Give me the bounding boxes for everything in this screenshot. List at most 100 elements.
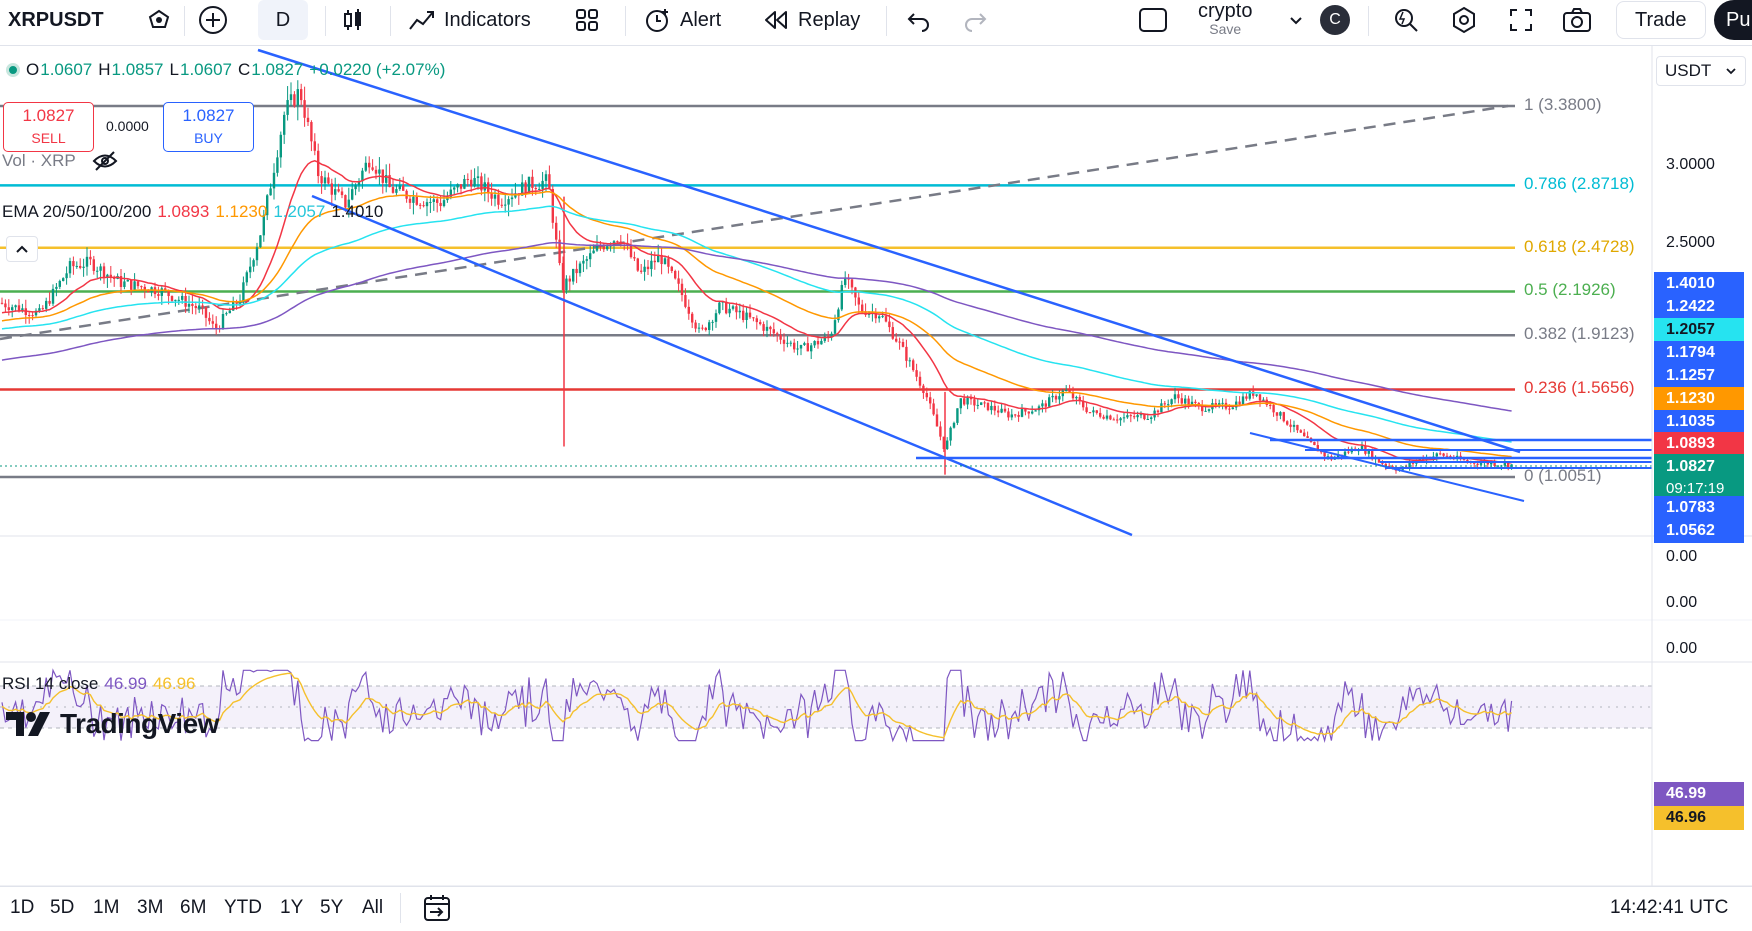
candle xyxy=(41,305,44,311)
trade-button[interactable]: Trade xyxy=(1616,1,1706,39)
rsi-ma-line xyxy=(1,672,1512,739)
candle xyxy=(905,339,908,368)
range-button-6m[interactable]: 6M xyxy=(180,897,207,918)
candle xyxy=(215,316,218,335)
sell-button[interactable]: 1.0827 SELL xyxy=(3,102,94,152)
go-to-date-icon[interactable] xyxy=(422,893,452,928)
tradingview-watermark[interactable]: TradingView xyxy=(6,708,219,740)
collapse-legend-button[interactable] xyxy=(6,236,38,262)
volume-legend[interactable]: Vol · XRP xyxy=(2,150,118,172)
layout-name-button[interactable]: crypto Save xyxy=(1198,0,1252,40)
candle xyxy=(225,311,228,316)
chevron-down-icon[interactable] xyxy=(1288,0,1304,40)
templates-icon[interactable] xyxy=(574,0,600,40)
camera-icon[interactable] xyxy=(1562,0,1592,40)
ema200-value: 1.4010 xyxy=(331,202,384,221)
candle xyxy=(891,321,894,340)
candle xyxy=(789,340,792,347)
settings-icon[interactable] xyxy=(1450,0,1478,40)
publish-button[interactable]: Pu xyxy=(1714,0,1752,40)
ema20-line xyxy=(1,160,1512,464)
volume-axis-label: 0.00 xyxy=(1666,594,1698,611)
rsi-price-tag: 46.99 xyxy=(1654,782,1744,806)
eye-hidden-icon[interactable] xyxy=(92,150,118,172)
candle xyxy=(810,342,813,360)
redo-icon[interactable] xyxy=(962,0,988,40)
range-button-1d[interactable]: 1D xyxy=(10,897,35,918)
candle xyxy=(1000,402,1003,414)
candle xyxy=(956,408,959,426)
range-button-5d[interactable]: 5D xyxy=(50,897,75,918)
candle xyxy=(901,338,905,348)
replay-button[interactable]: Replay xyxy=(762,0,860,40)
favorite-icon[interactable] xyxy=(146,0,172,40)
range-button-1m[interactable]: 1M xyxy=(93,897,120,918)
candle xyxy=(313,133,316,156)
candle xyxy=(306,107,310,126)
candle xyxy=(677,270,680,292)
candle xyxy=(524,180,527,198)
rsi-label: RSI 14 close xyxy=(2,674,99,693)
chart-canvas[interactable] xyxy=(0,46,1752,886)
layout-save-status: Save xyxy=(1209,21,1242,37)
currency-selector[interactable]: USDT xyxy=(1656,56,1746,86)
candle xyxy=(888,314,891,333)
low-value: 1.0607 xyxy=(179,60,232,79)
buy-label: BUY xyxy=(194,130,223,146)
candle xyxy=(595,235,599,252)
price-axis-label: 3.0000 xyxy=(1666,156,1715,173)
candle xyxy=(1248,390,1251,401)
candle xyxy=(1095,409,1098,415)
rsi-legend[interactable]: RSI 14 close 46.99 46.96 xyxy=(2,674,195,694)
candle xyxy=(1031,405,1034,415)
candle xyxy=(283,111,286,144)
candle xyxy=(72,256,75,275)
candle xyxy=(507,196,510,217)
candle xyxy=(1241,392,1245,406)
candle xyxy=(136,280,140,289)
ema200-line xyxy=(1,241,1512,412)
range-button-1y[interactable]: 1Y xyxy=(280,897,304,918)
compare-add-icon[interactable] xyxy=(198,0,228,40)
candle xyxy=(1275,411,1279,422)
candle xyxy=(1109,414,1112,421)
utc-clock[interactable]: 14:42:41 UTC xyxy=(1610,897,1729,918)
candle xyxy=(89,250,92,266)
candle xyxy=(1085,401,1088,414)
alert-button[interactable]: Alert xyxy=(642,0,721,40)
range-button-3m[interactable]: 3M xyxy=(137,897,164,918)
candle xyxy=(408,195,412,209)
interval-button[interactable]: D xyxy=(258,0,308,40)
range-button-ytd[interactable]: YTD xyxy=(224,897,262,918)
candle-type-icon[interactable] xyxy=(340,0,366,40)
layout-select-icon[interactable] xyxy=(1138,0,1168,40)
candle xyxy=(711,319,714,331)
candle xyxy=(1364,440,1367,456)
candle xyxy=(1207,408,1211,413)
ema-legend[interactable]: EMA 20/50/100/200 1.0893 1.1230 1.2057 1… xyxy=(2,202,383,222)
candle xyxy=(1122,412,1126,423)
range-button-5y[interactable]: 5Y xyxy=(320,897,344,918)
alarm-clock-icon xyxy=(646,9,668,32)
candle xyxy=(820,338,823,345)
candle xyxy=(731,304,735,311)
symbol-search-button[interactable]: XRPUSDT xyxy=(8,0,104,40)
candle xyxy=(160,285,163,305)
candle xyxy=(878,315,881,323)
quick-search-icon[interactable] xyxy=(1392,0,1420,40)
avatar[interactable]: C xyxy=(1320,0,1350,40)
indicators-button[interactable]: Indicators xyxy=(408,0,531,40)
fullscreen-icon[interactable] xyxy=(1508,0,1534,40)
candle xyxy=(993,400,996,416)
candle xyxy=(1119,417,1122,426)
candle xyxy=(935,408,939,427)
buy-button[interactable]: 1.0827 BUY xyxy=(163,102,254,152)
candle xyxy=(1459,452,1462,461)
candle xyxy=(412,190,415,215)
undo-icon[interactable] xyxy=(906,0,932,40)
candle xyxy=(1092,406,1095,417)
candle xyxy=(317,143,320,184)
chart-area[interactable]: O 1.0607 H 1.0857 L 1.0607 C 1.0827 +0.0220 … xyxy=(0,46,1752,916)
candle xyxy=(330,178,333,207)
range-button-all[interactable]: All xyxy=(362,897,384,918)
